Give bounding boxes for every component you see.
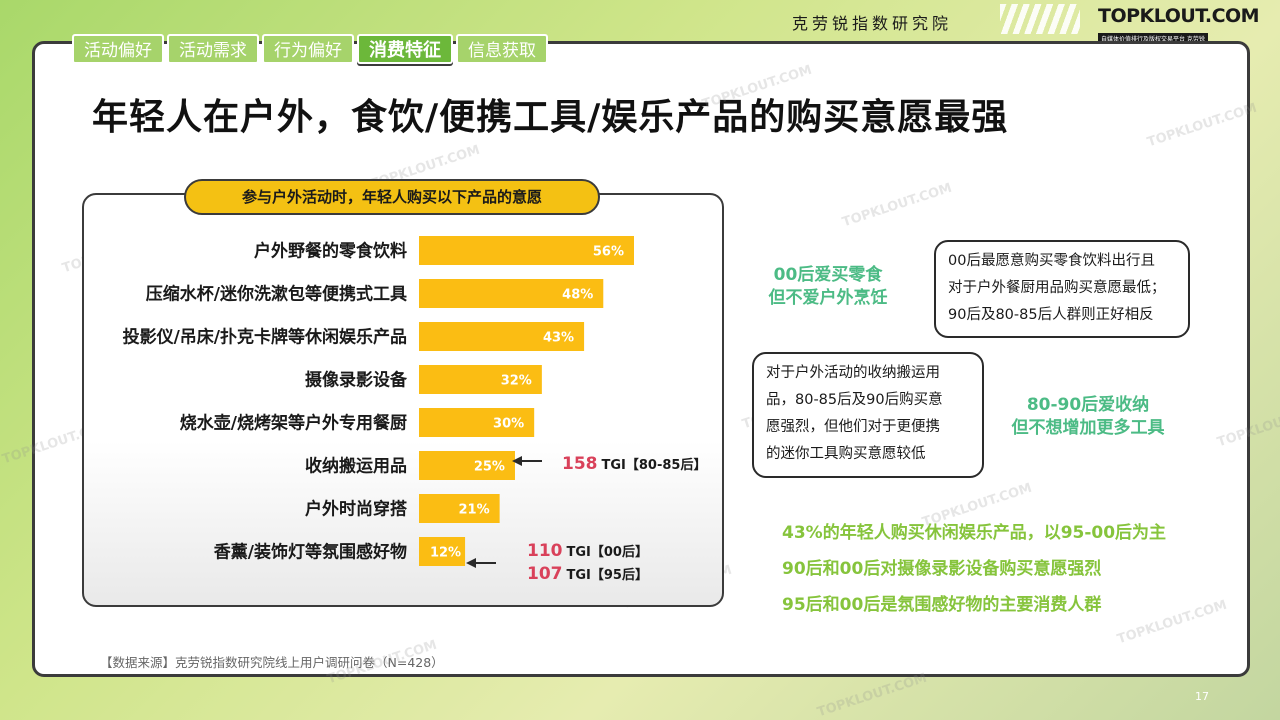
tab-info-access[interactable]: 信息获取 [456, 34, 548, 64]
brand-name: TOPKLOUT.COM [1098, 5, 1260, 27]
watermark: TOPKLOUT.COM [815, 670, 929, 720]
green-note-2: 80-90后爱收纳 但不想增加更多工具 [996, 394, 1180, 440]
tgi-storage-annotation: 158 TGI【80-85后】 [562, 454, 706, 474]
tgi-ambience-label-2: TGI【95后】 [566, 568, 648, 583]
callout-bottom-line: 对于户外活动的收纳搬运用 [766, 365, 940, 381]
callout-bottom-line: 愿强烈，但他们对于更便携 [766, 419, 940, 435]
summary-line-1: 43%的年轻人购买休闲娱乐产品，以95-00后为主 [782, 523, 1167, 543]
tgi-ambience-annotation-2: 107 TGI【95后】 [527, 564, 648, 584]
tgi-ambience-value-1: 110 [527, 541, 563, 561]
tgi-ambience-label-1: TGI【00后】 [566, 545, 648, 560]
tgi-ambience-annotation-1: 110 TGI【00后】 [527, 541, 648, 561]
callout-bottom: 对于户外活动的收纳搬运用 品，80-85后及90后购买意 愿强烈，但他们对于更便… [752, 352, 984, 478]
page-title: 年轻人在户外，食饮/便携工具/娱乐产品的购买意愿最强 [92, 97, 1009, 138]
tgi-storage-label: TGI【80-85后】 [601, 458, 707, 473]
tgi-storage-value: 158 [562, 454, 598, 474]
green-note-1-line: 00后爱买零食 [773, 265, 883, 285]
callout-top-line: 对于户外餐厨用品购买意愿最低； [948, 280, 1166, 296]
section-tabs: 活动偏好 活动需求 行为偏好 消费特征 信息获取 [72, 34, 548, 66]
tab-consumption-features[interactable]: 消费特征 [357, 34, 453, 64]
chart-title: 参与户外活动时，年轻人购买以下产品的意愿 [184, 179, 600, 215]
decorative-stripes [1000, 4, 1080, 34]
brand-logo: TOPKLOUT.COM 自媒体价值排行及版权交易平台 克劳锐 [1098, 5, 1260, 45]
org-name: 克劳锐指数研究院 [792, 14, 953, 33]
green-note-2-line: 80-90后爱收纳 [1026, 395, 1150, 415]
tab-activity-needs[interactable]: 活动需求 [167, 34, 259, 64]
callout-top: 00后最愿意购买零食饮料出行且 对于户外餐厨用品购买意愿最低； 90后及80-8… [934, 240, 1190, 338]
green-note-2-line: 但不想增加更多工具 [1011, 418, 1165, 438]
callout-top-line: 90后及80-85后人群则正好相反 [948, 307, 1154, 323]
green-note-1: 00后爱买零食 但不爱户外烹饪 [756, 264, 900, 310]
callout-bottom-line: 的迷你工具购买意愿较低 [766, 446, 926, 462]
tab-behavior-preference[interactable]: 行为偏好 [262, 34, 354, 64]
tgi-ambience-value-2: 107 [527, 564, 563, 584]
summary-line-3: 95后和00后是氛围感好物的主要消费人群 [782, 595, 1102, 615]
brand-subtitle: 自媒体价值排行及版权交易平台 克劳锐 [1098, 33, 1208, 44]
callout-top-line: 00后最愿意购买零食饮料出行且 [948, 253, 1155, 269]
summary-line-2: 90后和00后对摄像录影设备购买意愿强烈 [782, 559, 1102, 579]
callout-bottom-line: 品，80-85后及90后购买意 [766, 392, 943, 408]
data-source: 【数据来源】克劳锐指数研究院线上用户调研问卷（N=428） [100, 655, 444, 670]
tab-activity-preference[interactable]: 活动偏好 [72, 34, 164, 64]
green-note-1-line: 但不爱户外烹饪 [768, 288, 888, 308]
page-number: 17 [1195, 690, 1209, 703]
